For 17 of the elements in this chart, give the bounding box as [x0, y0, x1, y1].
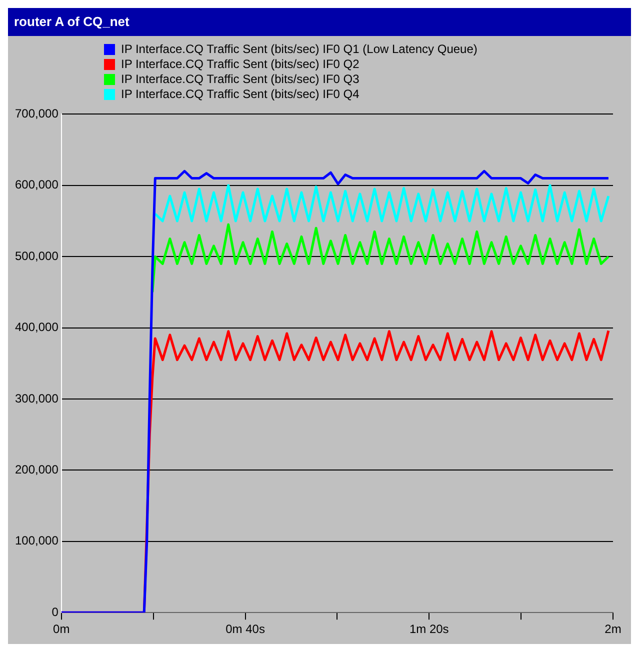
- x-tick-label: 1m 20s: [409, 622, 449, 636]
- y-tick-label: 100,000: [14, 534, 59, 548]
- legend-label: IP Interface.CQ Traffic Sent (bits/sec) IF0 Q4: [121, 87, 360, 102]
- y-tick-label: 400,000: [14, 320, 59, 334]
- x-tick-label: 0m: [53, 622, 70, 636]
- x-tick-label: 2m: [604, 622, 622, 636]
- x-tick-label: 0m 40s: [226, 622, 265, 636]
- legend-label: IP Interface.CQ Traffic Sent (bits/sec) IF0 Q1 (Low Latency Queue): [121, 42, 478, 57]
- legend-label: IP Interface.CQ Traffic Sent (bits/sec) IF0 Q2: [121, 57, 360, 72]
- chart-title: router A of CQ_net: [8, 8, 631, 36]
- y-tick-label: 0: [52, 604, 59, 619]
- y-tick-label: 600,000: [14, 178, 59, 192]
- legend-label: IP Interface.CQ Traffic Sent (bits/sec) IF0 Q3: [121, 72, 360, 87]
- y-tick-label: 200,000: [14, 462, 59, 477]
- y-tick-label: 500,000: [14, 248, 59, 263]
- y-tick-label: 300,000: [14, 391, 59, 406]
- y-tick-label: 700,000: [14, 106, 59, 121]
